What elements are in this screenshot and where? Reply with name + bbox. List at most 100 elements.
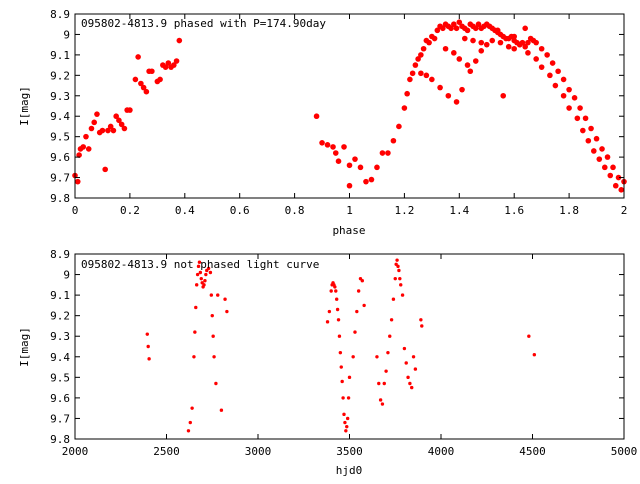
unphased-data-point bbox=[396, 264, 400, 269]
unphased-data-point bbox=[378, 398, 383, 402]
phased-data-point bbox=[357, 164, 364, 171]
phased-x-tick-label: 2 bbox=[621, 204, 628, 217]
phased-data-point bbox=[522, 43, 528, 50]
unphased-x-tick-label: 5000 bbox=[611, 445, 638, 458]
unphased-data-point bbox=[202, 283, 206, 287]
phased-data-point bbox=[143, 88, 150, 95]
unphased-data-point bbox=[203, 279, 207, 283]
unphased-y-tick-label: 9.2 bbox=[50, 310, 70, 323]
phased-x-axis-label: phase bbox=[332, 224, 365, 237]
phased-data-point bbox=[467, 68, 474, 75]
phased-data-point bbox=[116, 117, 122, 124]
phased-data-point bbox=[618, 187, 625, 193]
unphased-data-point bbox=[333, 285, 337, 289]
unphased-data-points bbox=[145, 258, 537, 433]
phased-data-point bbox=[374, 164, 380, 171]
phased-data-point bbox=[404, 90, 410, 97]
phased-data-point bbox=[415, 56, 421, 62]
phased-data-point bbox=[552, 82, 559, 89]
unphased-data-point bbox=[212, 355, 216, 359]
unphased-data-point bbox=[192, 355, 196, 359]
phased-data-point bbox=[379, 150, 386, 156]
unphased-data-point bbox=[338, 350, 343, 355]
unphased-data-point bbox=[198, 270, 203, 275]
phased-data-point bbox=[591, 148, 597, 154]
phased-data-point bbox=[574, 115, 581, 122]
phased-y-tick-label: 9.2 bbox=[50, 69, 70, 82]
phased-data-point bbox=[560, 92, 567, 99]
phased-data-point bbox=[489, 37, 496, 44]
phased-data-point bbox=[85, 146, 92, 152]
phased-data-point bbox=[363, 178, 369, 185]
phased-data-point bbox=[560, 76, 567, 83]
phased-data-point bbox=[396, 123, 402, 130]
unphased-data-point bbox=[420, 324, 424, 328]
phased-data-point bbox=[107, 123, 114, 130]
unphased-plot-title: 095802-4813.9 not phased light curve bbox=[81, 258, 319, 271]
phased-data-point bbox=[472, 25, 479, 32]
phased-data-point bbox=[418, 52, 424, 58]
phased-data-point bbox=[346, 182, 353, 189]
phased-y-tick-label: 9.3 bbox=[50, 90, 70, 103]
phased-data-point bbox=[464, 62, 471, 68]
phased-data-point bbox=[80, 144, 87, 150]
unphased-x-tick-label: 2500 bbox=[153, 445, 180, 458]
phased-data-point bbox=[475, 21, 482, 28]
unphased-data-point bbox=[411, 355, 416, 359]
unphased-x-tick-label: 4500 bbox=[519, 445, 546, 458]
unphased-data-point bbox=[377, 381, 381, 386]
unphased-data-point bbox=[339, 365, 343, 369]
phased-data-point bbox=[566, 105, 572, 111]
unphased-data-point bbox=[344, 429, 348, 433]
unphased-x-tick-label: 4000 bbox=[428, 445, 455, 458]
phased-data-point bbox=[83, 133, 89, 140]
unphased-data-point bbox=[351, 355, 355, 359]
phased-data-point bbox=[105, 127, 111, 134]
phased-data-point bbox=[102, 166, 108, 173]
phased-data-point bbox=[451, 21, 457, 28]
phased-data-point bbox=[453, 99, 460, 105]
phased-x-tick-label: 1 bbox=[346, 204, 353, 217]
unphased-data-point bbox=[406, 375, 410, 380]
unphased-x-tick-label: 2000 bbox=[62, 445, 89, 458]
phased-data-point bbox=[165, 60, 172, 66]
phased-data-point bbox=[538, 45, 545, 52]
phased-data-point bbox=[162, 64, 169, 70]
phased-data-point bbox=[118, 121, 125, 128]
unphased-data-point bbox=[389, 318, 394, 322]
unphased-data-point bbox=[380, 402, 385, 406]
unphased-y-tick-label: 9.5 bbox=[50, 371, 70, 384]
unphased-data-point bbox=[225, 309, 229, 314]
unphased-data-point bbox=[413, 367, 418, 371]
phased-data-point bbox=[555, 68, 561, 75]
phased-data-point bbox=[390, 137, 397, 144]
phased-data-point bbox=[149, 68, 155, 75]
unphased-data-point bbox=[353, 330, 357, 334]
phased-data-point bbox=[88, 125, 95, 132]
phased-data-point bbox=[352, 156, 358, 162]
phased-data-point bbox=[91, 119, 98, 126]
unphased-y-tick-label: 9 bbox=[63, 269, 70, 282]
phased-data-point bbox=[549, 60, 556, 66]
unphased-data-point bbox=[347, 375, 352, 380]
phased-x-tick-label: 0.4 bbox=[175, 204, 195, 217]
phased-data-point bbox=[368, 176, 375, 183]
phased-data-point bbox=[171, 62, 177, 68]
phased-x-tick-label: 1.6 bbox=[504, 204, 524, 217]
unphased-data-point bbox=[211, 334, 215, 338]
phased-data-point bbox=[341, 144, 347, 150]
phased-x-tick-label: 0 bbox=[72, 204, 79, 217]
phased-x-tick-label: 1.4 bbox=[449, 204, 469, 217]
phased-data-point bbox=[324, 142, 331, 148]
unphased-data-point bbox=[145, 332, 149, 336]
phased-data-point bbox=[604, 154, 611, 160]
phased-data-point bbox=[525, 50, 531, 56]
phased-data-points bbox=[72, 19, 627, 193]
unphased-x-axis-label: hjd0 bbox=[336, 464, 363, 477]
unphased-data-point bbox=[219, 408, 224, 412]
phased-data-point bbox=[580, 127, 586, 134]
unphased-data-point bbox=[532, 353, 537, 357]
phased-data-point bbox=[577, 105, 583, 111]
phased-data-point bbox=[456, 19, 463, 25]
phased-data-point bbox=[566, 86, 572, 93]
